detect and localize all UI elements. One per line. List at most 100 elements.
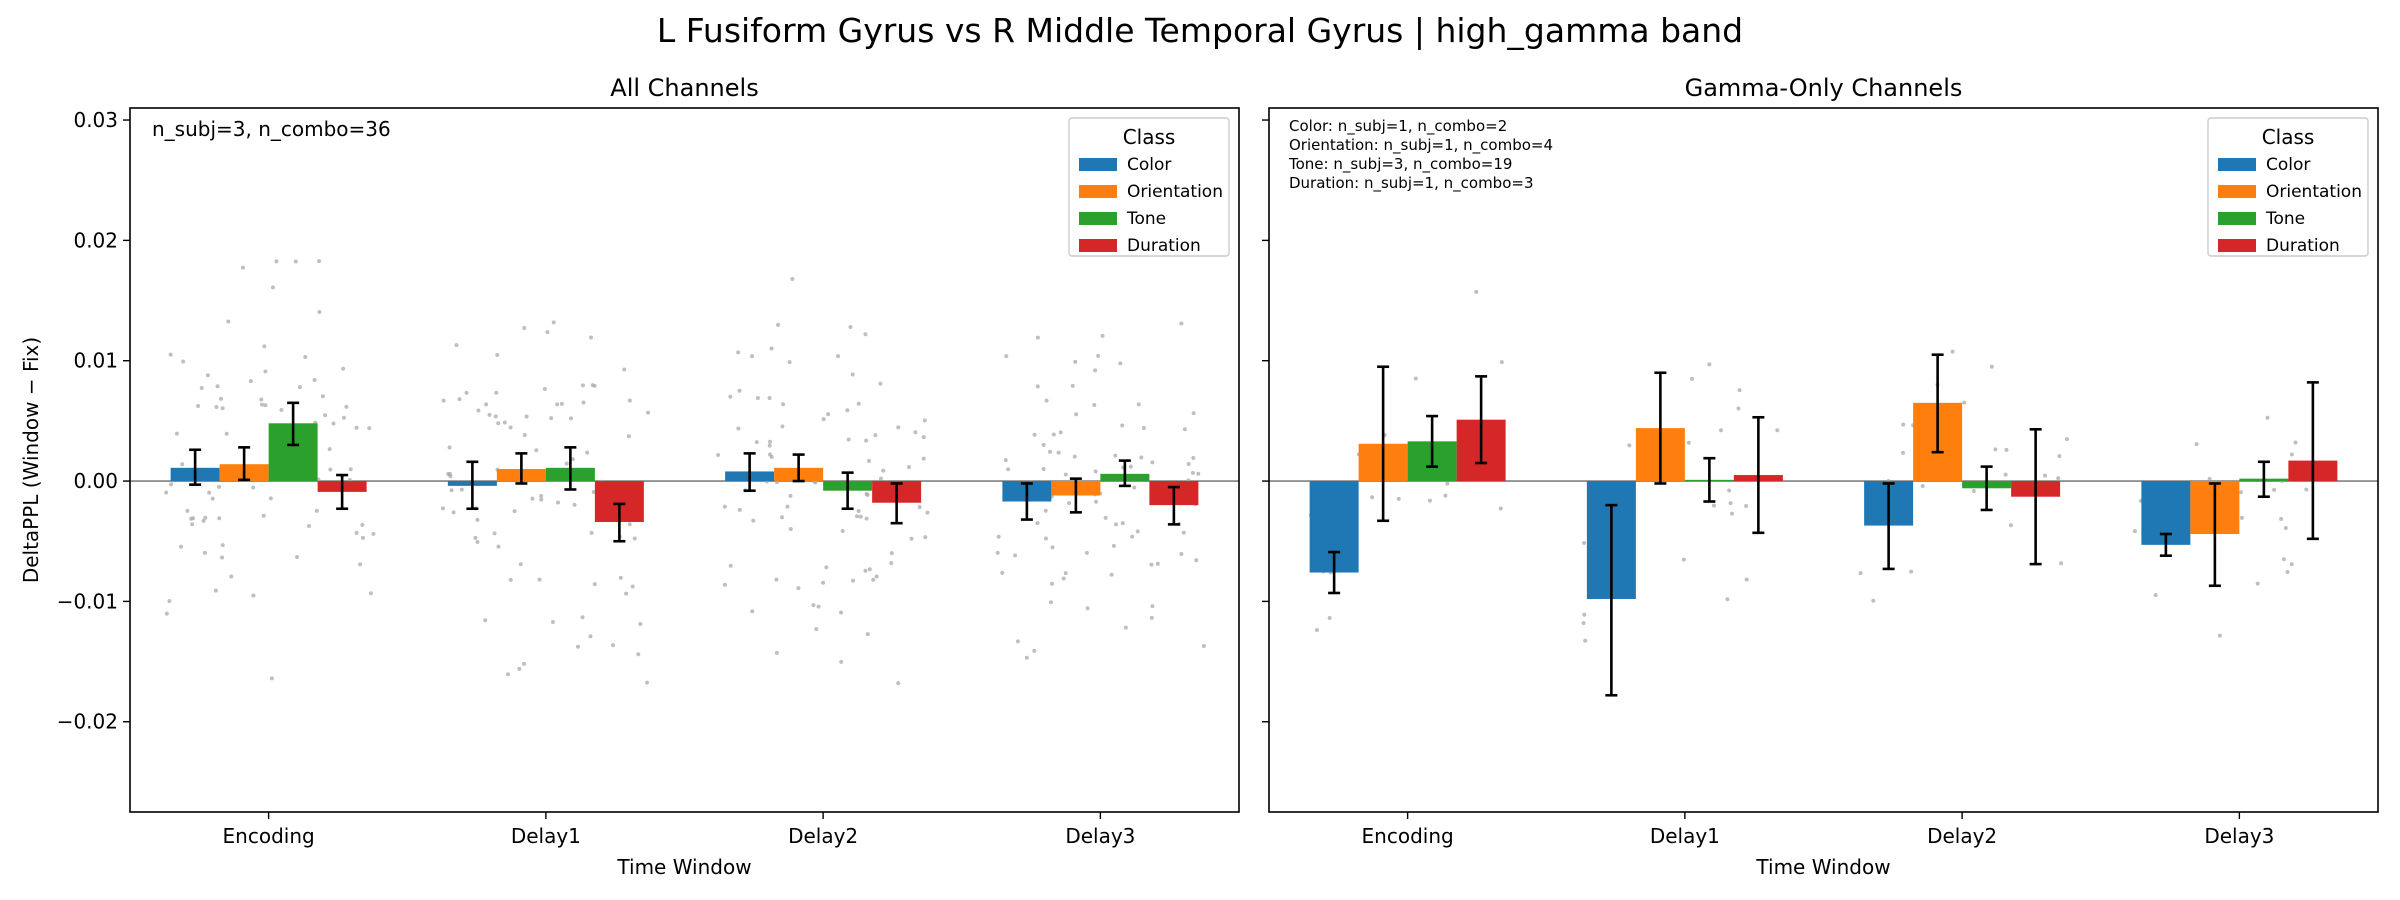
data-point [314,508,319,513]
data-point [728,563,733,568]
data-point [1128,464,1133,469]
data-point [816,604,821,609]
data-point [1070,383,1075,388]
data-point [851,578,856,583]
data-point [1725,597,1730,602]
data-point [1498,506,1503,511]
data-point [344,404,349,409]
legend-swatch-orientation [2218,185,2256,198]
data-point [580,615,585,620]
data-point [190,516,195,521]
data-point [1032,432,1037,437]
data-point [196,403,201,408]
data-point [214,405,219,410]
y-tick-label: 0.01 [73,349,118,373]
data-point [906,465,911,470]
data-point [454,343,459,348]
data-point [1909,569,1914,574]
data-point [201,518,206,523]
data-point [1043,508,1048,513]
data-point [839,610,844,615]
data-point [845,408,850,413]
data-point [1024,655,1029,660]
data-point [627,522,632,527]
data-point [1686,440,1691,445]
data-point [863,568,868,573]
data-point [549,416,554,421]
data-point [1971,489,1976,494]
data-point [921,435,926,440]
data-point [1993,447,1998,452]
data-point [850,372,855,377]
data-point [1063,472,1068,477]
data-point [551,620,556,625]
data-point [589,335,594,340]
data-point [537,577,542,582]
data-point [1581,621,1586,626]
y-tick-label: 0.02 [73,228,118,252]
data-point [274,259,279,264]
data-point [846,437,851,442]
data-point [518,562,523,567]
data-point [328,467,333,472]
legend-title: Class [2262,125,2315,149]
x-axis-label: Time Window [1755,855,1890,879]
data-point [630,584,635,589]
data-point [180,462,185,467]
data-point [863,332,868,337]
data-point [1396,496,1401,501]
data-point [751,518,756,523]
data-point [306,523,311,528]
data-point [737,507,742,512]
data-point [169,482,174,487]
data-point [638,622,643,627]
data-point [568,416,573,421]
x-tick-label: Encoding [223,824,315,848]
data-point [858,514,863,519]
data-point [821,580,826,585]
data-point [1736,406,1741,411]
data-point [1072,454,1077,459]
annotation-text: Duration: n_subj=1, n_combo=3 [1289,174,1534,193]
data-point [1711,503,1716,508]
data-point [1056,450,1061,455]
data-point [1139,455,1144,460]
data-point [487,412,492,417]
data-point [1130,534,1135,539]
data-point [1044,398,1049,403]
y-tick-label: 0.00 [73,469,118,493]
data-point [767,443,772,448]
data-point [203,515,208,520]
legend-label: Tone [2265,209,2305,229]
data-point [814,627,819,632]
data-point [1136,402,1141,407]
data-point [297,385,302,390]
data-point [839,659,844,664]
data-point [2272,487,2277,492]
data-point [279,407,284,412]
data-point [585,450,590,455]
data-point [1149,615,1154,620]
data-point [1111,543,1116,548]
data-point [1499,360,1504,365]
data-point [865,492,870,497]
data-point [1058,430,1063,435]
y-tick-label: 0.03 [73,108,118,132]
data-point [1141,425,1146,430]
data-point [581,400,586,405]
data-point [995,550,1000,555]
data-point [626,434,631,439]
data-point [263,403,268,408]
data-point [1094,499,1099,504]
data-point [220,543,225,548]
y-tick-label: −0.01 [57,589,118,613]
data-point [229,574,234,579]
x-tick-label: Delay2 [1927,824,1997,848]
data-point [1035,521,1040,526]
data-point [539,497,544,502]
data-point [1118,361,1123,366]
data-point [178,544,183,549]
data-point [260,402,265,407]
data-point [1181,530,1186,535]
annotation-text: Color: n_subj=1, n_combo=2 [1289,117,1507,136]
